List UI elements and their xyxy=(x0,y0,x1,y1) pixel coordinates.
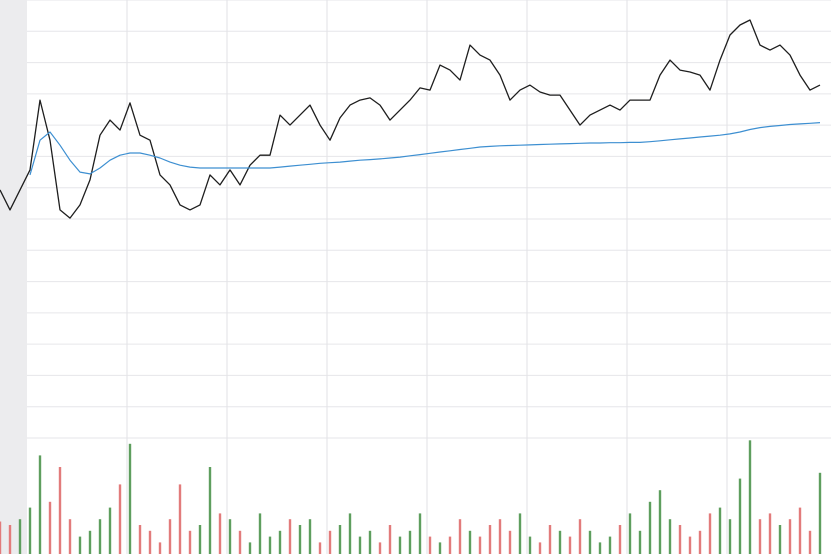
volume-bar xyxy=(318,542,322,554)
volume-bar xyxy=(788,519,792,554)
volume-bar xyxy=(378,542,382,554)
volume-bar xyxy=(588,530,592,554)
volume-bar xyxy=(118,484,122,554)
price-line xyxy=(0,19,821,219)
volume-bar xyxy=(768,513,772,554)
volume-bar xyxy=(328,530,332,554)
left-shade xyxy=(0,0,27,554)
volume-bar xyxy=(58,467,62,554)
volume-bar xyxy=(178,484,182,554)
volume-bar xyxy=(498,519,502,554)
volume-bar xyxy=(298,525,302,554)
volume-bar xyxy=(388,525,392,554)
volume-bar xyxy=(638,530,642,554)
volume-bar xyxy=(578,519,582,554)
volume-bar xyxy=(398,536,402,554)
volume-bar xyxy=(338,525,342,554)
volume-bar xyxy=(448,536,452,554)
volume-bar xyxy=(0,521,2,554)
grid xyxy=(27,0,831,554)
volume-bar xyxy=(28,507,32,554)
volume-bar xyxy=(108,507,112,554)
volume-bar xyxy=(518,513,522,554)
volume-bar xyxy=(158,542,162,554)
volume-bar xyxy=(538,542,542,554)
price-line xyxy=(29,122,821,176)
volume-bar xyxy=(548,525,552,554)
volume-bar xyxy=(408,530,412,554)
volume-bar xyxy=(428,536,432,554)
volume-bar xyxy=(78,536,82,554)
volume-bar xyxy=(18,519,22,554)
volume-bar xyxy=(748,440,752,554)
volume-bar xyxy=(688,536,692,554)
volume-bar xyxy=(238,530,242,554)
volume-bar xyxy=(728,519,732,554)
volume-bar xyxy=(148,530,152,554)
volume-bar xyxy=(228,519,232,554)
volume-bar xyxy=(478,536,482,554)
volume-bar xyxy=(468,530,472,554)
volume-bar xyxy=(718,507,722,554)
volume-bar xyxy=(678,525,682,554)
volume-bar xyxy=(208,467,212,554)
volume-bar xyxy=(778,525,782,554)
volume-bar xyxy=(508,530,512,554)
volume-bar xyxy=(528,536,532,554)
volume-bar xyxy=(258,513,262,554)
volume-bar xyxy=(568,536,572,554)
volume-bar xyxy=(248,542,252,554)
volume-bar xyxy=(628,513,632,554)
volume-bar xyxy=(168,519,172,554)
volume-bar xyxy=(348,513,352,554)
volume-bar xyxy=(818,472,822,554)
volume-bar xyxy=(618,525,622,554)
volume-bar xyxy=(98,519,102,554)
price-panel xyxy=(0,19,821,219)
volume-bar xyxy=(598,542,602,554)
volume-bar xyxy=(278,530,282,554)
volume-bar xyxy=(798,507,802,554)
volume-bar xyxy=(698,530,702,554)
volume-bar xyxy=(88,530,92,554)
volume-bar xyxy=(358,536,362,554)
volume-bar xyxy=(198,525,202,554)
volume-bar xyxy=(138,525,142,554)
volume-bar xyxy=(218,513,222,554)
volume-bar xyxy=(308,519,312,554)
volume-bar xyxy=(488,525,492,554)
volume-bar xyxy=(268,536,272,554)
volume-bar xyxy=(658,490,662,554)
volume-bar xyxy=(188,530,192,554)
volume-bar xyxy=(128,443,132,554)
volume-bar xyxy=(458,519,462,554)
volume-bar xyxy=(438,542,442,554)
volume-bar xyxy=(558,530,562,554)
volume-bar xyxy=(288,519,292,554)
volume-bar xyxy=(368,530,372,554)
volume-bar xyxy=(738,478,742,554)
volume-bar xyxy=(808,530,812,554)
volume-bar xyxy=(38,455,42,554)
volume-bar xyxy=(608,536,612,554)
volume-panel xyxy=(0,440,822,554)
volume-bar xyxy=(668,519,672,554)
volume-bar xyxy=(648,501,652,554)
volume-bar xyxy=(8,525,12,554)
volume-bar xyxy=(48,501,52,554)
volume-bar xyxy=(68,519,72,554)
volume-bar xyxy=(418,513,422,554)
volume-bar xyxy=(758,519,762,554)
volume-bar xyxy=(708,513,712,554)
